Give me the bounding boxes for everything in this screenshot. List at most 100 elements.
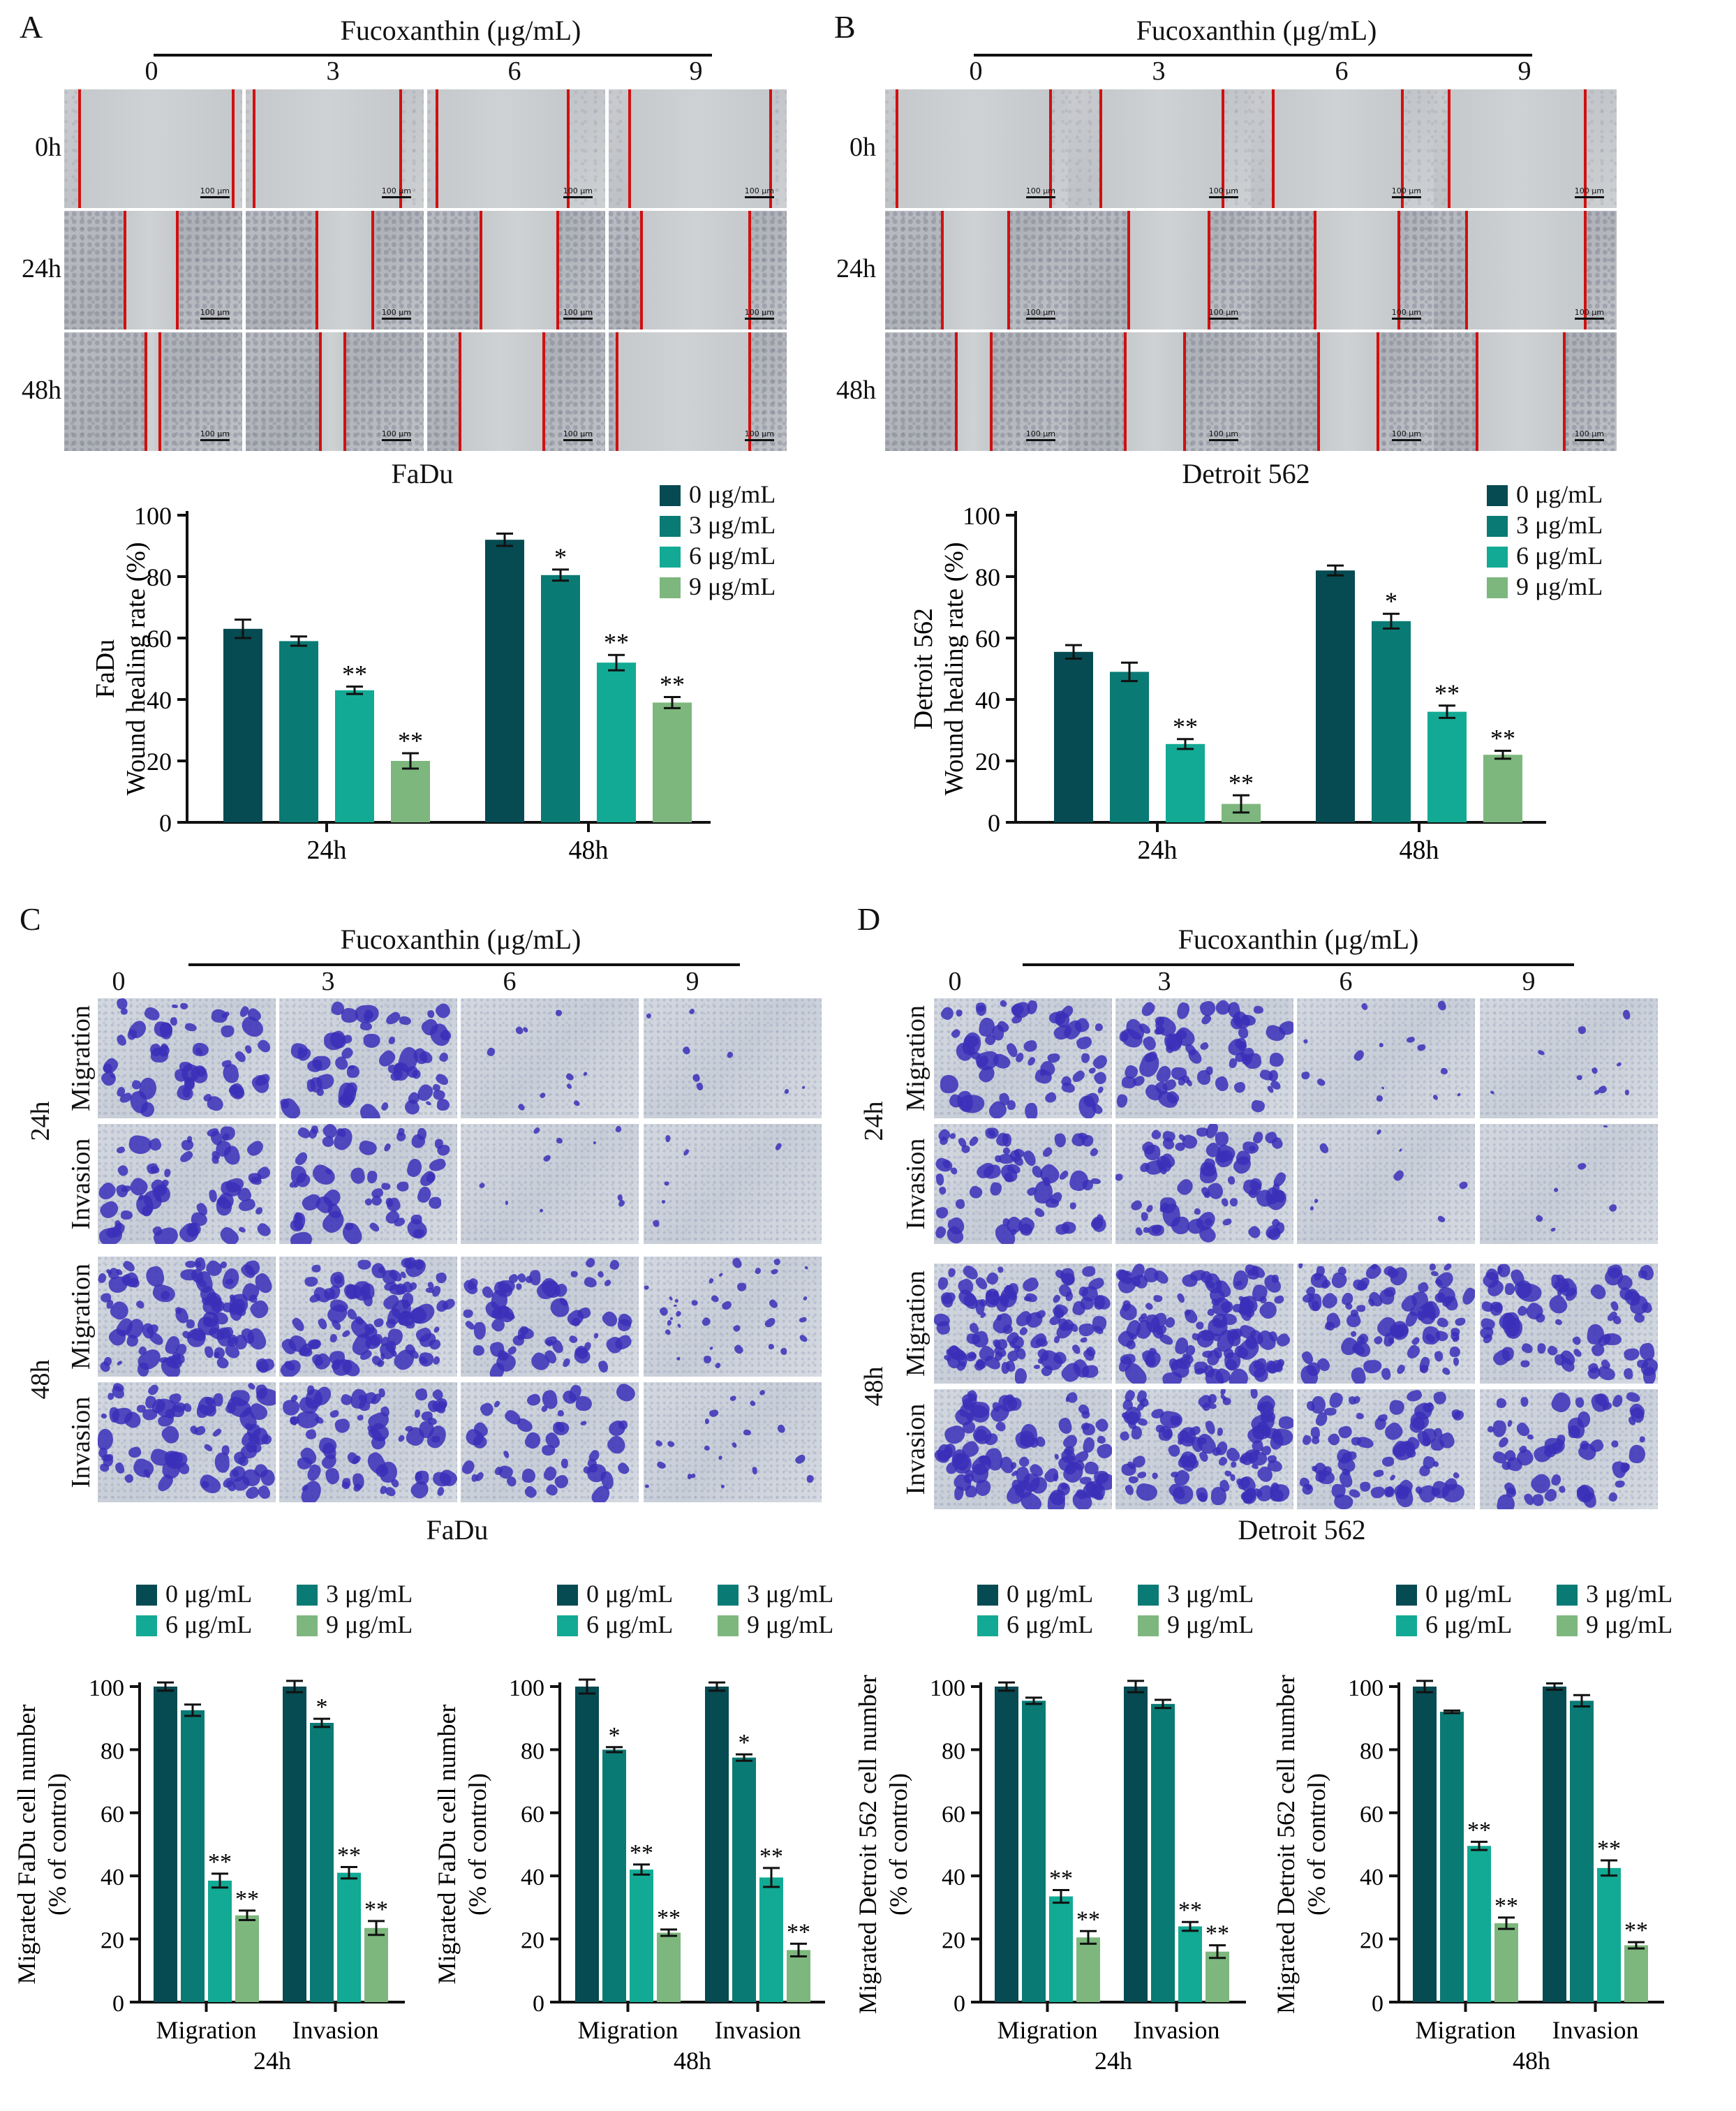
stained-cell	[1185, 1079, 1194, 1088]
bar-9gmL-Invasion	[1624, 1945, 1648, 2002]
scale-bar: 100 μm	[563, 429, 593, 441]
stained-cell	[1391, 1168, 1406, 1183]
stained-cell	[1152, 1473, 1159, 1480]
stained-cell	[1638, 1264, 1656, 1282]
stained-cell	[1021, 1275, 1041, 1294]
scale-bar: 100 μm	[744, 308, 775, 320]
stained-cell	[798, 1333, 808, 1344]
stained-cell	[323, 1032, 344, 1051]
stained-cell	[114, 1461, 126, 1475]
time-label-time_48: 48h	[26, 1359, 55, 1400]
transwell-image-migration-0	[934, 1264, 1112, 1384]
scale-bar: 100 μm	[563, 308, 593, 320]
bar-3gmL-24h	[1110, 672, 1149, 822]
y-tick-label: 60	[147, 625, 172, 653]
stained-cell	[1148, 1224, 1164, 1237]
significance-mark: **	[364, 1897, 388, 1923]
scratch-line	[253, 89, 255, 208]
swatch-6	[660, 547, 681, 568]
legend-d2-6-label: 6 μg/mL	[1425, 1610, 1513, 1638]
stained-cell	[783, 1088, 790, 1095]
significance-mark: **	[1597, 1836, 1621, 1862]
stained-cell	[1608, 1202, 1618, 1213]
wound-image-0h-0: 100 μm	[64, 89, 242, 208]
bar-3gmL-Migration	[1440, 1712, 1464, 2002]
stained-cell	[1582, 1491, 1598, 1509]
y-tick-label: 80	[101, 1738, 124, 1764]
significance-mark: **	[1205, 1921, 1229, 1947]
stained-cell	[1249, 1389, 1259, 1399]
dose-col-9: 9	[685, 967, 699, 996]
bar-6gmL-Migration	[1049, 1896, 1073, 2002]
bar-0gmL-24h	[1054, 651, 1093, 822]
row-label-migration: Migration	[901, 1005, 930, 1111]
stained-cell	[1610, 1440, 1619, 1449]
stained-cell	[255, 1221, 273, 1239]
stained-cell	[98, 1198, 121, 1221]
stained-cell	[1314, 1198, 1319, 1203]
stained-cell	[654, 1439, 664, 1448]
stained-cell	[997, 1266, 1004, 1274]
stained-cell	[1433, 1350, 1444, 1362]
transwell-image-invasion-9	[1480, 1389, 1658, 1509]
stained-cell	[1381, 1086, 1385, 1090]
scale-bar: 100 μm	[1208, 429, 1239, 441]
scratch-line	[319, 332, 322, 451]
transwell-image-invasion-3	[279, 1382, 457, 1502]
swatch-6	[1487, 547, 1508, 568]
wound-gap	[1099, 89, 1222, 208]
stained-cell	[98, 1428, 114, 1451]
stained-cell	[1520, 1396, 1529, 1408]
stained-cell	[947, 1268, 956, 1278]
transwell-image-invasion-0	[98, 1382, 276, 1502]
y-tick-label: 40	[942, 1865, 965, 1890]
bar-9gmL-48h	[1483, 755, 1522, 822]
stained-cell	[600, 1308, 620, 1329]
stained-cell	[120, 1008, 128, 1016]
significance-mark: **	[630, 1840, 653, 1866]
row-label-invasion: Invasion	[901, 1138, 930, 1230]
swatch-9	[1138, 1615, 1159, 1636]
stained-cell	[1070, 1069, 1087, 1084]
bar-9gmL-Invasion	[787, 1950, 810, 2002]
wound-image-48h-0: 100 μm	[885, 332, 1068, 451]
stained-cell	[664, 1328, 672, 1336]
stained-cell	[974, 1002, 987, 1016]
stained-cell	[1378, 1042, 1384, 1049]
stained-cell	[602, 1278, 612, 1288]
stained-cell	[674, 1304, 678, 1308]
stained-cell	[1492, 1420, 1507, 1438]
stained-cell	[1639, 1436, 1646, 1444]
x-category-label: 24h	[307, 836, 347, 865]
scratch-line	[542, 332, 545, 451]
swatch-6	[977, 1615, 998, 1636]
scratch-line	[556, 211, 559, 329]
x-category-label: Invasion	[292, 2016, 379, 2044]
legend-c2-9-label: 9 μg/mL	[747, 1610, 834, 1638]
legend-c2-0-label: 0 μg/mL	[586, 1580, 674, 1608]
stained-cell	[1449, 1346, 1461, 1358]
time-label-time_48: 48h	[859, 1366, 889, 1407]
stained-cell	[1359, 1481, 1372, 1492]
stained-cell	[244, 1044, 253, 1055]
bar-6gmL-Invasion	[1178, 1926, 1202, 2002]
time-label-time_24: 24h	[859, 1101, 889, 1141]
y-tick-label: 0	[533, 1991, 544, 2017]
stained-cell	[1622, 1009, 1631, 1021]
significance-mark: **	[759, 1844, 783, 1869]
wound-gap	[480, 211, 556, 329]
y-tick-label: 80	[1360, 1738, 1383, 1764]
swatch-9	[297, 1615, 318, 1636]
stained-cell	[732, 1324, 742, 1333]
stained-cell	[615, 1460, 631, 1476]
stained-cell	[1515, 1281, 1543, 1304]
stained-cell	[999, 999, 1009, 1009]
stained-cell	[1129, 1476, 1139, 1484]
wound-gap	[1465, 211, 1584, 329]
stained-cell	[579, 1420, 588, 1427]
stained-cell	[1033, 1364, 1040, 1370]
stained-cell	[155, 1195, 161, 1201]
stained-cell	[184, 1021, 198, 1032]
treatment-title-c: Fucoxanthin (μg/mL)	[340, 924, 581, 955]
stained-cell	[676, 1324, 682, 1329]
